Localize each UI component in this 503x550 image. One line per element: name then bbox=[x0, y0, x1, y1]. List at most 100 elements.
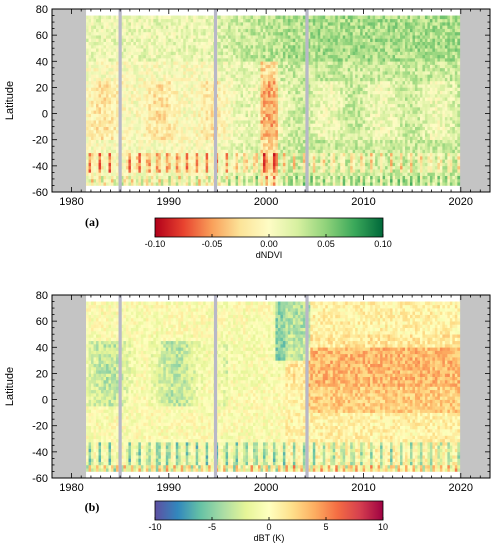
heatmap-cell bbox=[240, 71, 244, 75]
heatmap-cell bbox=[188, 74, 192, 78]
heatmap-cell bbox=[250, 142, 254, 147]
heatmap-cell bbox=[140, 41, 144, 46]
heatmap-cell bbox=[287, 35, 291, 39]
heatmap-cell bbox=[223, 74, 226, 78]
heatmap-cell bbox=[110, 103, 114, 108]
heatmap-cell bbox=[101, 172, 104, 176]
heatmap-cell bbox=[183, 28, 187, 33]
heatmap-cell bbox=[153, 38, 157, 42]
heatmap-cell bbox=[188, 61, 192, 65]
heatmap-cell bbox=[302, 136, 306, 141]
heatmap-cell bbox=[93, 90, 97, 95]
heatmap-cell bbox=[255, 182, 259, 186]
heatmap-cell bbox=[103, 87, 107, 91]
heatmap-cell bbox=[295, 172, 299, 176]
heatmap-cell bbox=[155, 110, 159, 114]
heatmap-cell bbox=[143, 162, 147, 167]
heatmap-cell bbox=[210, 182, 214, 186]
heatmap-cell bbox=[98, 113, 102, 118]
heatmap-cell bbox=[205, 126, 209, 131]
heatmap-cell bbox=[98, 74, 102, 78]
heatmap-cell bbox=[108, 100, 112, 105]
heatmap-cell bbox=[86, 58, 89, 62]
heatmap-cell bbox=[183, 175, 187, 180]
heatmap-cell bbox=[93, 165, 97, 170]
heatmap-cell bbox=[140, 80, 144, 85]
heatmap-cell bbox=[262, 87, 266, 91]
heatmap-cell bbox=[96, 74, 99, 78]
heatmap-cell bbox=[250, 54, 254, 59]
heatmap-cell bbox=[175, 120, 179, 124]
heatmap-cell bbox=[302, 35, 306, 39]
heatmap-cell bbox=[223, 41, 226, 46]
heatmap-cell bbox=[173, 120, 177, 124]
heatmap-cell bbox=[277, 51, 281, 56]
heatmap-cell bbox=[120, 61, 124, 65]
heatmap-cell bbox=[287, 22, 291, 26]
heatmap-cell bbox=[228, 28, 231, 33]
heatmap-cell bbox=[272, 44, 276, 49]
heatmap-cell bbox=[148, 54, 152, 59]
heatmap-cell bbox=[255, 93, 259, 98]
heatmap-cell bbox=[238, 175, 241, 180]
heatmap-cell bbox=[292, 126, 296, 131]
heatmap-cell bbox=[158, 80, 162, 85]
heatmap-cell bbox=[133, 93, 137, 98]
heatmap-cell bbox=[113, 67, 117, 72]
heatmap-cell bbox=[168, 142, 172, 147]
heatmap-cell bbox=[275, 136, 279, 141]
heatmap-cell bbox=[302, 48, 306, 52]
heatmap-cell bbox=[225, 51, 229, 56]
heatmap-cell bbox=[262, 64, 266, 69]
heatmap-cell bbox=[153, 31, 157, 36]
heatmap-cell bbox=[150, 126, 154, 131]
heatmap-cell bbox=[210, 74, 214, 78]
heatmap-cell bbox=[128, 136, 132, 141]
heatmap-cell bbox=[88, 35, 92, 39]
heatmap-cell bbox=[277, 172, 281, 176]
heatmap-cell bbox=[240, 162, 244, 167]
heatmap-cell bbox=[240, 41, 244, 46]
heatmap-cell bbox=[133, 162, 137, 167]
heatmap-cell bbox=[255, 22, 259, 26]
heatmap-cell bbox=[155, 175, 159, 180]
heatmap-cell bbox=[310, 110, 314, 114]
heatmap-cell bbox=[248, 67, 251, 72]
heatmap-cell bbox=[245, 110, 249, 114]
heatmap-cell bbox=[188, 116, 192, 121]
heatmap-cell bbox=[91, 152, 94, 157]
heatmap-cell bbox=[218, 107, 221, 111]
heatmap-cell bbox=[205, 41, 209, 46]
heatmap-cell bbox=[320, 18, 324, 23]
heatmap-cell bbox=[98, 172, 102, 176]
heatmap-cell bbox=[143, 120, 147, 124]
heatmap-cell bbox=[170, 15, 174, 20]
heatmap-cell bbox=[225, 100, 229, 105]
heatmap-cell bbox=[228, 103, 231, 108]
heatmap-cell bbox=[178, 133, 182, 137]
heatmap-cell bbox=[168, 169, 172, 173]
heatmap-cell bbox=[133, 103, 137, 108]
heatmap-cell bbox=[297, 169, 301, 173]
heatmap-cell bbox=[208, 44, 211, 49]
heatmap-cell bbox=[188, 139, 192, 144]
heatmap-cell bbox=[88, 90, 92, 95]
heatmap-cell bbox=[165, 25, 169, 29]
heatmap-cell bbox=[98, 120, 102, 124]
heatmap-cell bbox=[322, 84, 326, 88]
heatmap-cell bbox=[295, 22, 299, 26]
heatmap-cell bbox=[145, 67, 149, 72]
heatmap-cell bbox=[130, 80, 134, 85]
heatmap-cell bbox=[233, 142, 236, 147]
heatmap-cell bbox=[295, 133, 299, 137]
heatmap-cell bbox=[297, 51, 301, 56]
heatmap-cell bbox=[300, 87, 304, 91]
heatmap-cell bbox=[110, 15, 114, 20]
heatmap-cell bbox=[128, 126, 132, 131]
heatmap-cell bbox=[145, 48, 149, 52]
heatmap-cell bbox=[235, 175, 239, 180]
heatmap-cell bbox=[98, 58, 102, 62]
heatmap-cell bbox=[195, 172, 199, 176]
heatmap-cell bbox=[290, 113, 294, 118]
heatmap-cell bbox=[310, 107, 314, 111]
